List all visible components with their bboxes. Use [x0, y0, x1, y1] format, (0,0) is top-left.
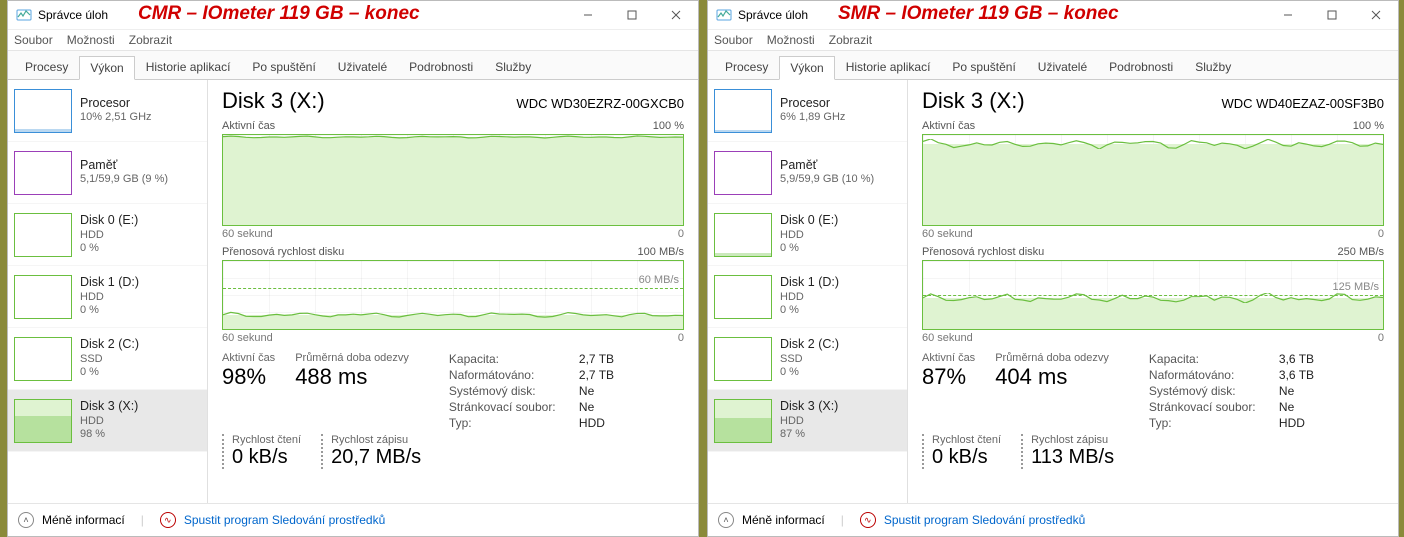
tab-4[interactable]: Uživatelé [1027, 55, 1098, 79]
close-button[interactable] [654, 1, 698, 29]
menu-zobrazit[interactable]: Zobrazit [129, 33, 172, 47]
sidebar-item-3[interactable]: Disk 1 (D:)HDD0 % [8, 266, 207, 328]
minimize-button[interactable] [1266, 1, 1310, 29]
overlay-label: CMR – IOmeter 119 GB – konec [138, 3, 420, 25]
close-button[interactable] [1354, 1, 1398, 29]
disk-properties: Kapacita:3,6 TBNaformátováno:3,6 TBSysté… [1149, 352, 1339, 430]
tab-0[interactable]: Procesy [14, 55, 79, 79]
menu-možnosti[interactable]: Možnosti [767, 33, 815, 47]
taskmgr-icon [716, 7, 732, 23]
overlay-label: SMR – IOmeter 119 GB – konec [838, 3, 1119, 25]
avg-response-value: 488 ms [295, 364, 409, 390]
sidebar-item-2[interactable]: Disk 0 (E:)HDD0 % [708, 204, 907, 266]
tab-5[interactable]: Podrobnosti [1098, 55, 1184, 79]
sidebar-item-2[interactable]: Disk 0 (E:)HDD0 % [8, 204, 207, 266]
tab-6[interactable]: Služby [484, 55, 542, 79]
minimize-button[interactable] [566, 1, 610, 29]
disk-properties: Kapacita:2,7 TBNaformátováno:2,7 TBSysté… [449, 352, 639, 430]
write-speed-value: 113 MB/s [1031, 446, 1114, 469]
fewer-details-link[interactable]: Méně informací [742, 513, 825, 527]
menu-zobrazit[interactable]: Zobrazit [829, 33, 872, 47]
resource-monitor-link[interactable]: Spustit program Sledování prostředků [884, 513, 1085, 527]
active-time-value: 87% [922, 364, 975, 390]
sidebar-item-0[interactable]: Procesor10% 2,51 GHz [8, 80, 207, 142]
avg-response-value: 404 ms [995, 364, 1109, 390]
active-time-chart [922, 134, 1384, 226]
sidebar-item-5[interactable]: Disk 3 (X:)HDD87 % [708, 390, 907, 452]
resource-monitor-icon: ∿ [160, 512, 176, 528]
disk-title: Disk 3 (X:) [922, 88, 1025, 114]
taskmgr-icon [16, 7, 32, 23]
read-speed-value: 0 kB/s [932, 446, 1001, 469]
active-time-value: 98% [222, 364, 275, 390]
sidebar[interactable]: Procesor10% 2,51 GHzPaměť5,1/59,9 GB (9 … [8, 80, 208, 510]
read-speed-value: 0 kB/s [232, 446, 301, 469]
tab-2[interactable]: Historie aplikací [135, 55, 242, 79]
tab-1[interactable]: Výkon [779, 56, 834, 80]
tab-1[interactable]: Výkon [79, 56, 134, 80]
sidebar-item-0[interactable]: Procesor6% 1,89 GHz [708, 80, 907, 142]
sidebar-item-4[interactable]: Disk 2 (C:)SSD0 % [708, 328, 907, 390]
tab-2[interactable]: Historie aplikací [835, 55, 942, 79]
transfer-rate-chart: 60 MB/s [222, 260, 684, 330]
sidebar-item-4[interactable]: Disk 2 (C:)SSD0 % [8, 328, 207, 390]
menu-soubor[interactable]: Soubor [14, 33, 53, 47]
sidebar-item-1[interactable]: Paměť5,1/59,9 GB (9 %) [8, 142, 207, 204]
sidebar-item-3[interactable]: Disk 1 (D:)HDD0 % [708, 266, 907, 328]
resource-monitor-icon: ∿ [860, 512, 876, 528]
disk-model: WDC WD40EZAZ-00SF3B0 [1221, 96, 1384, 111]
menu-soubor[interactable]: Soubor [714, 33, 753, 47]
tab-6[interactable]: Služby [1184, 55, 1242, 79]
tab-3[interactable]: Po spuštění [941, 55, 1026, 79]
disk-model: WDC WD30EZRZ-00GXCB0 [516, 96, 684, 111]
tab-4[interactable]: Uživatelé [327, 55, 398, 79]
sidebar[interactable]: Procesor6% 1,89 GHzPaměť5,9/59,9 GB (10 … [708, 80, 908, 510]
maximize-button[interactable] [610, 1, 654, 29]
window-title: Správce úloh [38, 8, 108, 22]
active-time-chart [222, 134, 684, 226]
menu-možnosti[interactable]: Možnosti [67, 33, 115, 47]
tab-5[interactable]: Podrobnosti [398, 55, 484, 79]
disk-title: Disk 3 (X:) [222, 88, 325, 114]
transfer-rate-chart: 125 MB/s [922, 260, 1384, 330]
resource-monitor-link[interactable]: Spustit program Sledování prostředků [184, 513, 385, 527]
chevron-up-icon[interactable]: ˄ [718, 512, 734, 528]
maximize-button[interactable] [1310, 1, 1354, 29]
chevron-up-icon[interactable]: ˄ [18, 512, 34, 528]
sidebar-item-1[interactable]: Paměť5,9/59,9 GB (10 %) [708, 142, 907, 204]
window-title: Správce úloh [738, 8, 808, 22]
tab-3[interactable]: Po spuštění [241, 55, 326, 79]
fewer-details-link[interactable]: Méně informací [42, 513, 125, 527]
tab-0[interactable]: Procesy [714, 55, 779, 79]
write-speed-value: 20,7 MB/s [331, 446, 421, 469]
sidebar-item-5[interactable]: Disk 3 (X:)HDD98 % [8, 390, 207, 452]
